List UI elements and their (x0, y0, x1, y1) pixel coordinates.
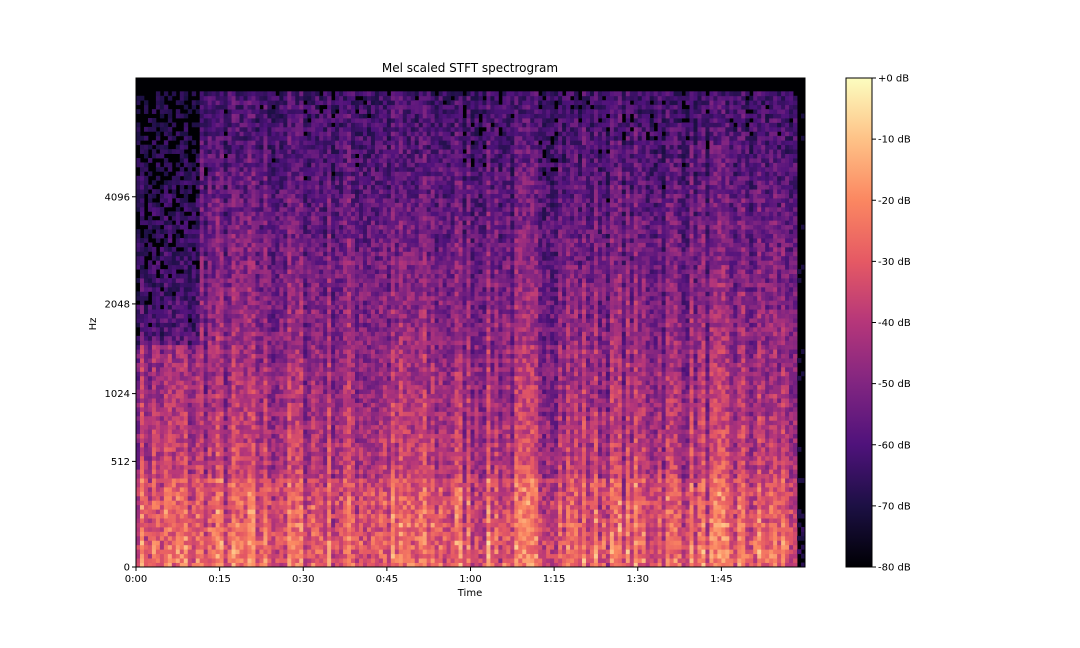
colorbar-tick-label: -60 dB (878, 440, 911, 451)
chart-title: Mel scaled STFT spectrogram (382, 61, 558, 75)
spectrogram-image (136, 91, 805, 567)
y-tick-label: 2048 (105, 299, 130, 310)
x-tick-label: 0:30 (292, 574, 314, 585)
colorbar-tick-label: -70 dB (878, 501, 911, 512)
plot-area (135, 77, 806, 568)
x-tick-label: 1:30 (627, 574, 649, 585)
x-tick-label: 0:45 (376, 574, 398, 585)
x-tick-label: 0:00 (125, 574, 147, 585)
y-tick-label: 0 (124, 563, 130, 574)
colorbar-ticks: +0 dB -10 dB -20 dB -30 dB -40 dB -50 dB -60 d… (872, 74, 911, 574)
colorbar-tick-label: -80 dB (878, 563, 911, 574)
y-tick-label: 1024 (105, 389, 130, 400)
y-tick-label: 4096 (105, 192, 130, 203)
x-tick-label: 1:00 (459, 574, 481, 585)
x-axis-label: Time (457, 588, 482, 599)
x-axis: 0:00 0:15 0:30 0:45 1:00 1:15 1:30 1:45 (125, 567, 733, 585)
y-axis-label: Hz (88, 318, 99, 331)
colorbar-tick-label: -50 dB (878, 379, 911, 390)
colorbar-tick-label: -20 dB (878, 196, 911, 207)
y-tick-label: 512 (111, 457, 130, 468)
colorbar: +0 dB -10 dB -20 dB -30 dB -40 dB -50 dB -60 d… (845, 74, 911, 574)
x-tick-label: 0:15 (208, 574, 230, 585)
x-tick-label: 1:45 (710, 574, 732, 585)
colorbar-tick-label: -40 dB (878, 318, 911, 329)
x-tick-label: 1:15 (543, 574, 565, 585)
colorbar-tick-label: -10 dB (878, 135, 911, 146)
colorbar-tick-label: +0 dB (878, 74, 909, 85)
colorbar-gradient (846, 78, 872, 567)
y-axis: 0 512 1024 2048 4096 (105, 192, 136, 574)
colorbar-tick-label: -30 dB (878, 257, 911, 268)
